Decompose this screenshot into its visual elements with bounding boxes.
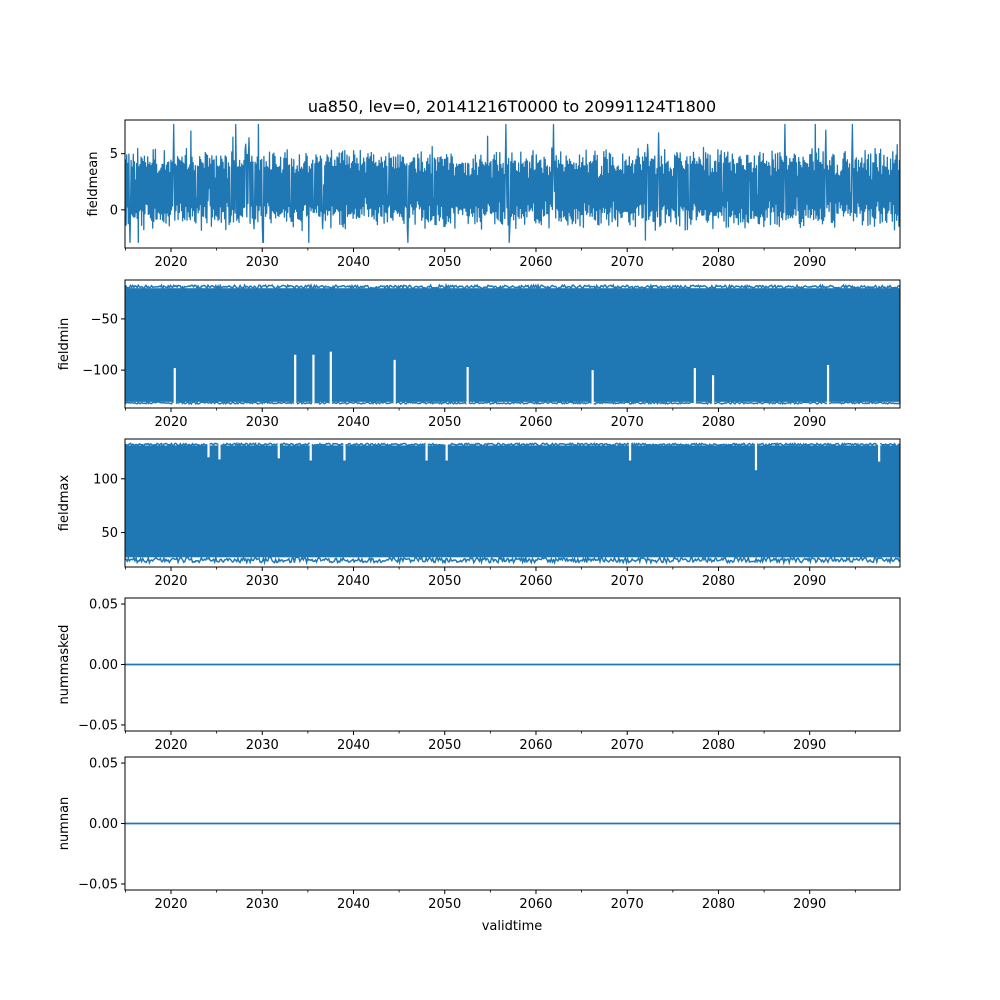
plot-area: [125, 282, 900, 406]
x-tick-label: 2030: [246, 415, 279, 430]
chart-title: ua850, lev=0, 20141216T0000 to 20991124T…: [308, 97, 716, 116]
subplot-numnan: −0.05 0.00 0.05 2020 2030 2040 2050 2060 2070 208…: [57, 756, 901, 912]
plot-area: [125, 123, 900, 244]
series-upper-edge: [125, 282, 900, 293]
series-spike: [312, 354, 315, 406]
x-tick-label: 2080: [702, 574, 735, 589]
x-tick-label: 2090: [793, 255, 826, 270]
x-tick-label: 2080: [702, 415, 735, 430]
y-tick-label: 0.05: [89, 598, 118, 613]
x-tick-label: 2050: [428, 415, 461, 430]
x-tick-label: 2040: [337, 897, 370, 912]
x-tick-label: 2060: [519, 415, 552, 430]
x-tick-label: 2090: [793, 738, 826, 753]
y-tick-label: 0: [110, 203, 118, 218]
y-tick-label: 0.05: [89, 757, 118, 772]
series-lower-edge: [125, 400, 900, 406]
subplots: 0 5 2020 2030 2040 2050 2060 2070 2080 2090 fieldm…: [57, 119, 901, 912]
axes-frame: [124, 119, 901, 249]
x-tick-label: 2050: [428, 897, 461, 912]
x-tick-label: 2060: [519, 255, 552, 270]
series-spike: [173, 368, 176, 406]
series-spike: [878, 441, 881, 462]
y-axis-label: nummasked: [57, 625, 72, 705]
y-tick-label: 0.00: [89, 658, 118, 673]
x-tick-label: 2090: [793, 897, 826, 912]
x-tick-label: 2030: [246, 738, 279, 753]
y-tick-label: −0.05: [78, 718, 118, 733]
y-axis-label: fieldmean: [86, 152, 101, 217]
x-axis-label: validtime: [482, 919, 543, 934]
x-tick-label: 2030: [246, 574, 279, 589]
series-spike: [628, 441, 632, 461]
y-tick-label: 100: [93, 472, 118, 487]
series-spike: [218, 441, 221, 460]
x-tick-label: 2040: [337, 255, 370, 270]
subplot-fieldmin: −100 −50 2020 2030 2040 2050 2060 2070 2080 2090 f…: [57, 279, 901, 430]
x-tick-label: 2050: [428, 738, 461, 753]
x-tick-label: 2050: [428, 574, 461, 589]
x-tick-label: 2030: [246, 897, 279, 912]
x-tick-label: 2040: [337, 574, 370, 589]
axes-frame: [124, 279, 901, 409]
x-tick-label: 2060: [519, 738, 552, 753]
series-band: [125, 288, 900, 402]
y-tick-label: −0.05: [78, 877, 118, 892]
y-axis-label: fieldmin: [57, 318, 72, 371]
y-tick-label: 5: [110, 147, 118, 162]
x-tick-label: 2020: [154, 897, 187, 912]
series-spike: [309, 441, 312, 461]
x-tick-label: 2090: [793, 415, 826, 430]
x-tick-label: 2060: [519, 574, 552, 589]
x-tick-label: 2030: [246, 255, 279, 270]
x-tick-label: 2070: [611, 255, 644, 270]
series-spike: [329, 351, 332, 406]
series-spike: [294, 354, 297, 406]
series-spike: [591, 370, 594, 406]
x-tick-label: 2080: [702, 897, 735, 912]
y-axis-label: numnan: [57, 797, 72, 851]
series-spike: [277, 441, 280, 459]
series-spike: [425, 441, 428, 461]
subplot-nummasked: −0.05 0.00 0.05 2020 2030 2040 2050 2060 2070 208…: [57, 597, 901, 753]
x-tick-label: 2020: [154, 415, 187, 430]
plot-area: [125, 441, 900, 566]
series-spike: [826, 364, 830, 406]
y-axis-label: fieldmax: [57, 475, 72, 532]
y-tick-label: 50: [101, 526, 118, 541]
x-tick-label: 2040: [337, 415, 370, 430]
series-spike: [693, 368, 696, 406]
subplot-fieldmax: 50 100 2020 2030 2040 2050 2060 2070 2080 2090 fie…: [57, 438, 901, 589]
axes-frame: [124, 438, 901, 568]
series-band: [125, 445, 900, 558]
x-tick-label: 2080: [702, 255, 735, 270]
series-line: [125, 123, 900, 244]
x-tick-label: 2070: [611, 897, 644, 912]
x-tick-label: 2020: [154, 255, 187, 270]
y-tick-label: −100: [82, 364, 118, 379]
x-tick-label: 2060: [519, 897, 552, 912]
series-spike: [393, 359, 396, 406]
series-spike: [711, 375, 715, 406]
series-spike: [754, 441, 758, 471]
x-tick-label: 2070: [611, 415, 644, 430]
x-tick-label: 2040: [337, 738, 370, 753]
x-tick-label: 2020: [154, 738, 187, 753]
subplot-fieldmean: 0 5 2020 2030 2040 2050 2060 2070 2080 2090 fieldm…: [86, 119, 901, 270]
x-tick-label: 2070: [611, 738, 644, 753]
x-tick-label: 2080: [702, 738, 735, 753]
y-tick-label: −50: [91, 312, 118, 327]
series-spike: [445, 441, 448, 461]
series-upper-edge: [125, 441, 900, 450]
series-spike: [343, 441, 346, 461]
series-spike: [207, 441, 210, 458]
series-spike: [466, 367, 469, 406]
x-tick-label: 2020: [154, 574, 187, 589]
series-lower-edge: [125, 554, 900, 566]
x-tick-label: 2090: [793, 574, 826, 589]
y-tick-label: 0.00: [89, 817, 118, 832]
x-tick-label: 2050: [428, 255, 461, 270]
x-tick-label: 2070: [611, 574, 644, 589]
